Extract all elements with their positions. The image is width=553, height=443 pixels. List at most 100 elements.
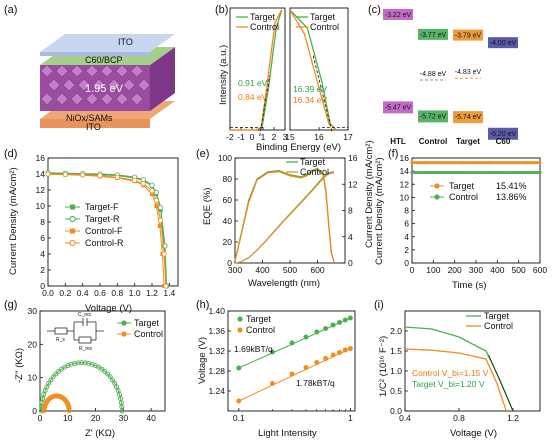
vbm-label-htl: -5.47 eV [385,104,412,111]
jv-ytick-label: 16 [36,153,46,163]
fermi-label-0: -4.88 eV [420,71,447,78]
voc-point-target [347,315,353,321]
jv-point-control-r [149,188,155,194]
eqe-integrated-target [234,171,335,264]
voc-point-control [236,398,242,404]
spo-point-target [451,160,455,165]
spo-point-control [446,170,450,175]
panel-d: (d) Current Density (mA/cm²) Voltage (V)… [4,148,179,314]
voc-point-target [314,329,320,335]
ito-top-label: ITO [118,37,133,47]
jv-point-control-r [114,174,120,180]
spo-point-control [535,170,540,175]
spo-point-control [436,170,440,175]
spo-xtick-label: 600 [533,265,547,275]
jv-legend-tf-marker [70,204,75,210]
perovskite-octahedron [77,78,91,92]
eis-point-target [105,371,111,377]
spo-point-target [507,160,511,165]
panel-label-f: (f) [388,148,398,160]
perovskite-octahedron [100,92,114,106]
jv-point-control-f [154,204,159,208]
perovskite-octahedron [137,78,151,92]
spo-point-control [502,170,506,175]
ms-plot: 0.4 0.8 1.2 0.0 0.5 1.0 1.5 2.0 [390,326,519,423]
jv-point-target-r [158,205,164,211]
spo-point-target [482,160,486,165]
spo-point-control [425,170,429,175]
spo-point-control [530,170,534,175]
jv-xlabel: Voltage (V) [85,303,132,314]
perovskite-octahedron [92,78,106,92]
eis-point-target [110,377,115,383]
voc-ylabel: Voltage (V) [197,337,208,384]
spo-point-target [461,160,465,165]
panel-label-g: (g) [4,299,17,311]
spo-point-control [461,170,465,175]
eqe-xlabel: Wavelength (nm) [248,278,320,289]
spo-point-target [438,160,442,165]
voc-ytick-label: 1.32 [208,346,225,356]
panel-g: (g) -Z'' (KΩ) Z' (KΩ) 0 10 20 30 40 0 10 20 30 C… [4,299,166,439]
eis-xtick-label: 10 [63,413,73,423]
ito-bottom-front [40,119,150,128]
jv-plot: 0.0 0.2 0.4 0.6 0.8 1.0 1.2 1.4 0 2 4 6 8 10 12 14 16 [36,153,176,298]
ms-ytick-label: 1.0 [390,366,402,376]
spo-point-control [420,170,424,175]
voc-ytick-label: 1.36 [208,326,225,336]
ups-left-fit-line [259,75,270,137]
spo-legend-control-marker [434,194,440,200]
ups-ylabel: Intensity (a.u.) [218,45,229,105]
ms-legend-control: Control [484,321,513,331]
bandgap-label: 1.95 eV [85,83,124,95]
voc-point-control [342,347,348,353]
jv-legend-tr-marker [69,215,76,223]
spo-point-control [505,170,509,175]
ms-ylabel: 1/C² (10¹⁶ F⁻²) [378,336,389,397]
perovskite-octahedron [70,64,84,78]
spo-point-target [525,160,529,165]
spo-point-control [441,170,445,175]
spo-point-control [497,170,501,175]
panel-label-d: (d) [4,148,17,160]
eqe-line-control [234,168,335,263]
jv-xtick-label: 0.8 [111,288,123,298]
spo-point-target [489,160,493,165]
spo-point-target [471,160,476,165]
panel-b: (b) Intensity (a.u.) Binding Energy (eV)… [215,4,353,153]
panel-c: (c) -3.22 eV -5.47 eV HTL -3.77 eV -5.72 eV C… [368,4,518,146]
spo-ytick-label: 6 [404,219,409,229]
perovskite-octahedron [55,64,69,78]
jv-xtick-label: 0.2 [59,288,71,298]
ups-right-plot: 15 16 17 [285,9,353,142]
ups-left-xtick-label: -1 [237,132,245,142]
panel-label-b: (b) [215,4,228,16]
voc-point-target [330,322,336,328]
spo-point-target [505,160,509,165]
spo-ytick-label: 10 [400,192,410,202]
perovskite-octahedron [122,78,136,92]
voc-xtick-label: 1 [348,413,353,423]
spo-xtick-label: 400 [490,265,504,275]
eqe-xtick-label: 600 [310,265,324,275]
voc-point-control [289,371,295,377]
spo-point-control [418,170,422,175]
spo-ytick-label: 2 [404,245,409,255]
panel-label-i: (i) [374,299,384,311]
spo-point-control [430,170,435,175]
ms-ann-control: Control V_bi=1.15 V [412,368,489,378]
eis-axes [39,310,166,412]
spo-point-target [515,160,519,165]
eqe-xtick-label: 300 [228,265,242,275]
jv-legend-cf-marker [70,228,75,234]
eis-xlabel: Z' (KΩ) [85,428,115,439]
spo-point-target [528,160,532,165]
spo-point-target [420,160,424,165]
spo-point-control [489,170,493,175]
spo-point-control [412,170,417,175]
eis-point-target [119,408,125,414]
spo-point-control [474,170,478,175]
spo-point-control [492,170,496,175]
spo-control-pce: 13.86% [496,192,527,202]
voc-point-control [303,365,309,370]
